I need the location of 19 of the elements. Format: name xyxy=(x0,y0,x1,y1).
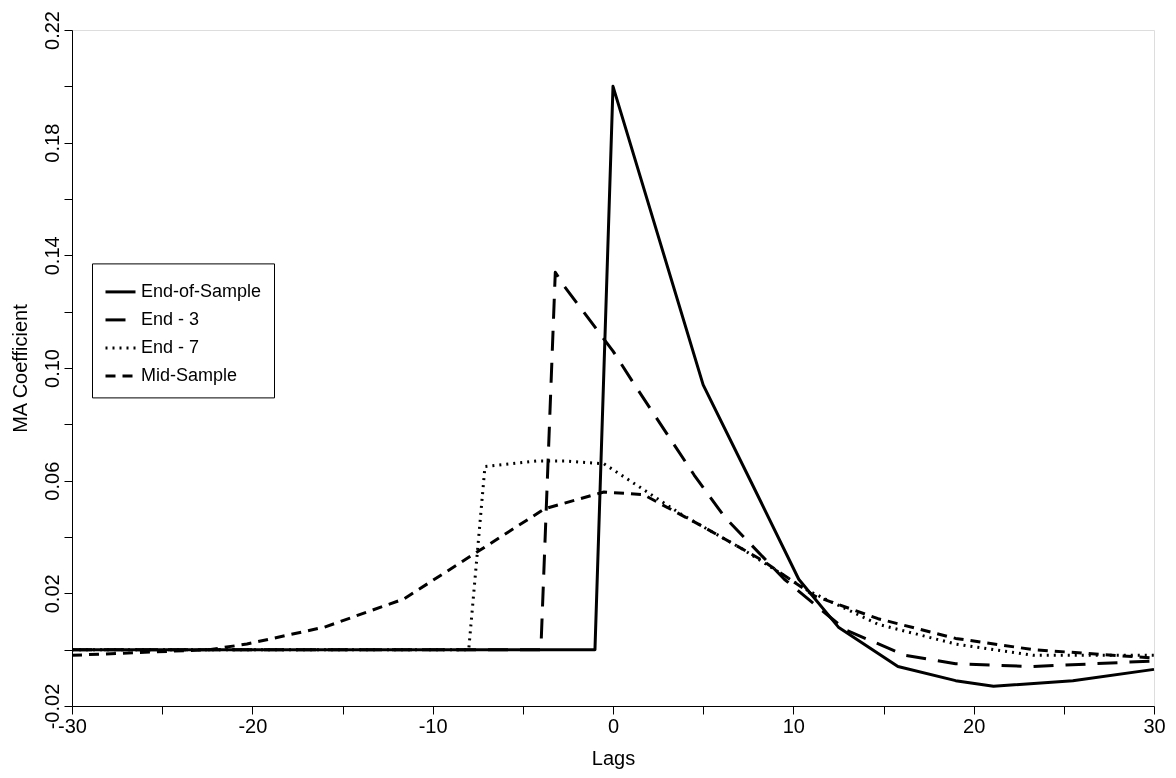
x-tick-label: 10 xyxy=(782,714,805,737)
y-tick-label: 0.22 xyxy=(40,11,63,50)
y-axis-title: MA Coefficient xyxy=(8,303,31,433)
x-tick-label: -30 xyxy=(58,714,87,737)
x-tick-label: 0 xyxy=(607,714,620,737)
legend-label: End - 7 xyxy=(141,336,200,357)
y-tick-label: 0.02 xyxy=(40,574,63,614)
x-tick-label: -10 xyxy=(418,714,448,737)
legend-label: End - 3 xyxy=(141,308,200,329)
y-tick-label: 0.18 xyxy=(40,123,63,163)
x-axis-title: Lags xyxy=(591,746,636,769)
legend-label: Mid-Sample xyxy=(141,364,238,385)
legend-label: End-of-Sample xyxy=(141,280,262,301)
y-tick-label: 0.14 xyxy=(40,236,63,276)
x-tick-label: 20 xyxy=(963,714,986,737)
x-tick-label: 30 xyxy=(1143,714,1166,737)
x-tick-label: -20 xyxy=(238,714,268,737)
y-tick-label: 0.10 xyxy=(40,349,63,388)
y-tick-label: 0.06 xyxy=(40,461,63,501)
